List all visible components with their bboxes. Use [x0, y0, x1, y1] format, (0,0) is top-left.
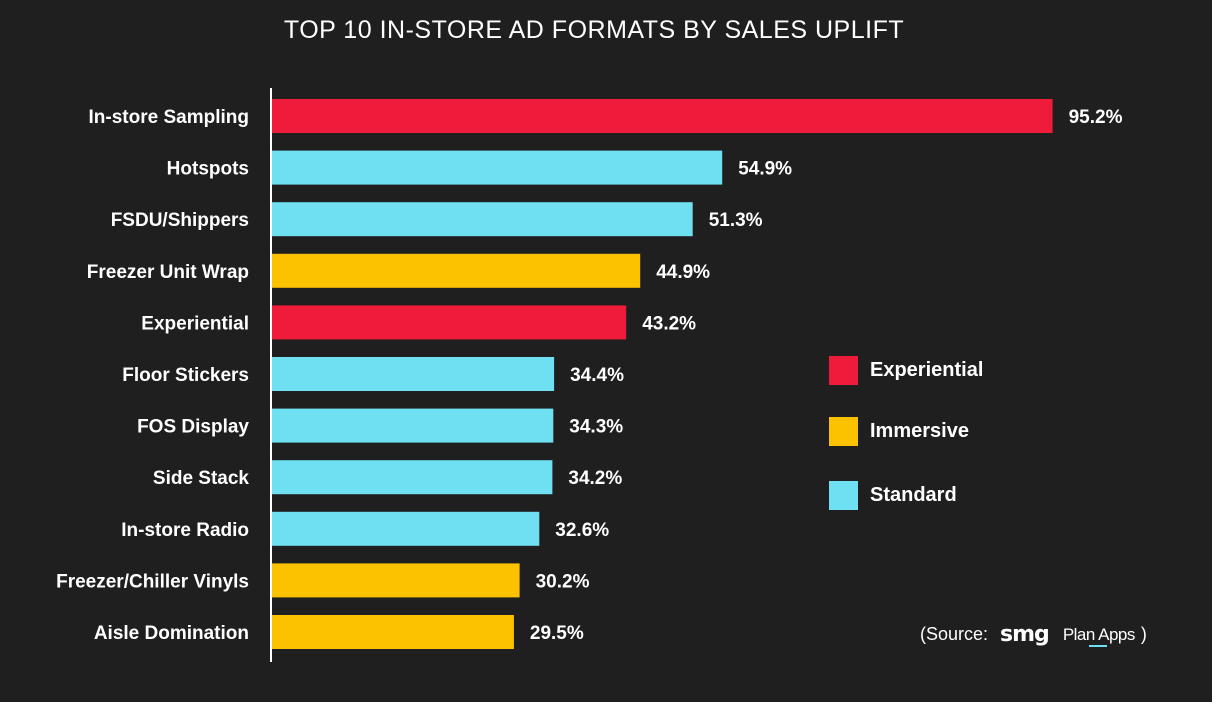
source-note: (Source: smg Plan Apps ) — [920, 622, 1147, 647]
category-label-freezer-unit-wrap: Freezer Unit Wrap — [87, 262, 249, 283]
legend-item-standard: Standard — [829, 481, 957, 510]
smg-logo: smg — [1000, 622, 1050, 647]
bar-side-stack — [272, 460, 553, 495]
legend-item-experiential: Experiential — [829, 356, 983, 385]
category-label-in-store-sampling: In-store Sampling — [89, 107, 249, 128]
category-label-fos-display: FOS Display — [137, 417, 249, 438]
bar-freezer-chiller-vinyls — [272, 563, 520, 598]
value-label-freezer-chiller-vinyls: 30.2% — [536, 571, 590, 592]
bar-experiential — [272, 305, 627, 340]
value-label-freezer-unit-wrap: 44.9% — [656, 262, 710, 283]
bars-layer: In-store Sampling 95.2% Hotspots 54.9% FSDU/… — [56, 99, 1123, 649]
value-label-fos-display: 34.3% — [569, 417, 623, 438]
legend-label-experiential: Experiential — [870, 359, 984, 381]
bar-fos-display — [272, 408, 554, 443]
category-label-floor-stickers: Floor Stickers — [122, 365, 249, 386]
category-label-freezer-chiller-vinyls: Freezer/Chiller Vinyls — [56, 571, 249, 592]
bar-floor-stickers — [272, 357, 555, 391]
planapps-logo-text: Plan Apps — [1062, 624, 1136, 644]
bar-in-store-radio — [272, 511, 540, 546]
value-label-hotspots: 54.9% — [738, 159, 792, 180]
bar-freezer-unit-wrap — [272, 253, 641, 288]
category-label-aisle-domination: Aisle Domination — [94, 623, 249, 644]
planapps-logo-underline — [1088, 644, 1107, 647]
category-label-side-stack: Side Stack — [153, 468, 250, 489]
value-label-in-store-radio: 32.6% — [555, 520, 609, 541]
category-label-hotspots: Hotspots — [167, 159, 249, 180]
value-label-in-store-sampling: 95.2% — [1069, 107, 1123, 128]
legend-label-standard: Standard — [870, 484, 957, 506]
planapps-logo: Plan Apps — [1062, 624, 1136, 647]
value-label-experiential: 43.2% — [642, 313, 696, 334]
category-label-in-store-radio: In-store Radio — [121, 520, 249, 541]
value-label-floor-stickers: 34.4% — [570, 365, 624, 386]
chart-title: TOP 10 IN-STORE AD FORMATS BY SALES UPLI… — [283, 16, 905, 44]
bar-hotspots — [272, 150, 723, 185]
legend-swatch-experiential — [829, 356, 858, 385]
legend-label-immersive: Immersive — [870, 420, 969, 442]
category-label-experiential: Experiential — [141, 313, 249, 334]
value-label-side-stack: 34.2% — [568, 468, 622, 489]
legend-swatch-standard — [829, 481, 858, 510]
bar-in-store-sampling — [272, 99, 1053, 133]
bar-fsdu-shippers — [272, 202, 693, 237]
bar-aisle-domination — [272, 615, 514, 649]
source-suffix: ) — [1140, 624, 1147, 644]
legend-swatch-immersive — [829, 417, 858, 446]
value-label-fsdu-shippers: 51.3% — [709, 210, 763, 231]
value-label-aisle-domination: 29.5% — [530, 623, 584, 644]
category-label-fsdu-shippers: FSDU/Shippers — [111, 210, 249, 231]
legend-item-immersive: Immersive — [829, 417, 969, 446]
source-prefix: (Source: — [920, 624, 989, 644]
